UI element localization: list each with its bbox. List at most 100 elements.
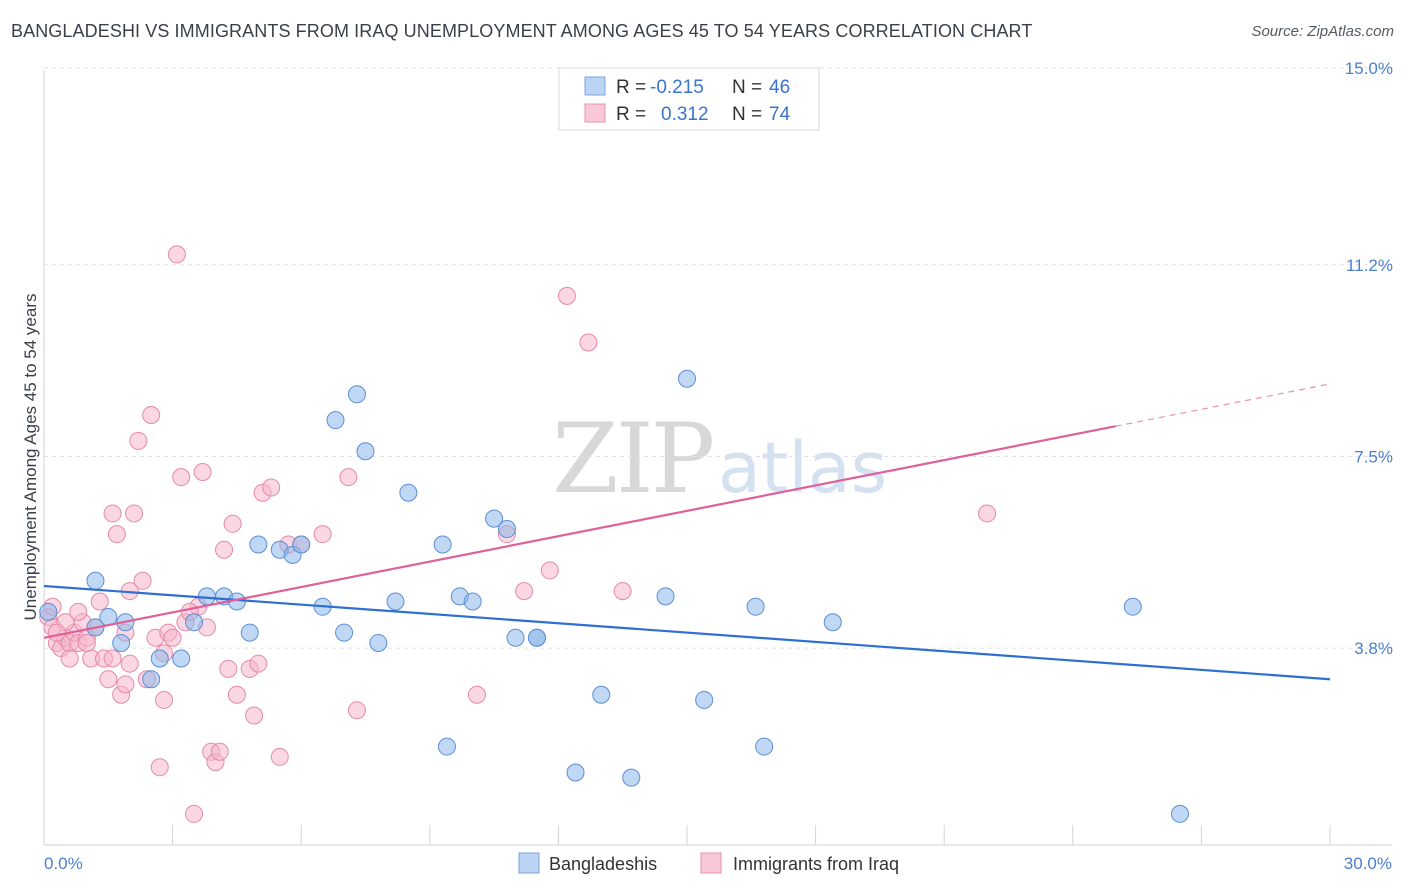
point-iraq [579, 333, 598, 352]
point-bangladeshis [292, 535, 311, 554]
y-tick-label: 15.0% [1345, 59, 1393, 78]
point-bangladeshis [755, 737, 774, 756]
point-bangladeshis [746, 597, 765, 616]
point-iraq [167, 245, 186, 264]
point-iraq [172, 468, 191, 487]
point-bangladeshis [1123, 597, 1142, 616]
point-bangladeshis [656, 587, 675, 606]
point-bangladeshis [485, 509, 504, 528]
point-bangladeshis [463, 592, 482, 611]
point-iraq [515, 582, 534, 601]
point-iraq [69, 602, 88, 621]
source-credit: Source: ZipAtlas.com [1251, 23, 1394, 40]
point-bangladeshis [437, 737, 456, 756]
legend-bottom: Bangladeshis Immigrants from Iraq [518, 852, 899, 874]
y-tick-label: 3.8% [1354, 639, 1393, 658]
y-tick-label: 7.5% [1354, 447, 1393, 466]
watermark-zip: ZIP [552, 403, 713, 515]
legend-n-value-2: 74 [769, 104, 791, 125]
legend-top: R = -0.215 N = 46 R = 0.312 N = 74 [558, 67, 820, 131]
point-iraq [133, 571, 152, 590]
point-iraq [129, 431, 148, 450]
point-bangladeshis [150, 649, 169, 668]
point-iraq [313, 525, 332, 544]
point-bangladeshis [185, 613, 204, 632]
point-iraq [90, 592, 109, 611]
point-iraq [103, 649, 122, 668]
points-bangladeshis [39, 369, 1189, 823]
point-bangladeshis [142, 670, 161, 689]
legend-n-value-1: 46 [769, 77, 790, 98]
point-iraq [347, 701, 366, 720]
point-bangladeshis [172, 649, 191, 668]
point-bangladeshis [566, 763, 585, 782]
trendline-iraq [43, 425, 1116, 639]
legend-r-value-2: 0.312 [661, 104, 709, 125]
point-bangladeshis [506, 628, 525, 647]
legend-bottom-swatch-iraq [700, 852, 722, 874]
point-bangladeshis [369, 633, 388, 652]
legend-n-label-1: N = [732, 77, 762, 98]
gridlines [44, 67, 1392, 649]
point-iraq [467, 685, 486, 704]
point-bangladeshis [347, 385, 366, 404]
point-iraq [210, 742, 229, 761]
x-tick-label-max: 30.0% [1344, 854, 1392, 873]
point-bangladeshis [386, 592, 405, 611]
x-axis-ticks [43, 825, 1331, 845]
legend-r-label-2: R = [616, 104, 646, 125]
point-iraq [77, 633, 96, 652]
point-iraq [163, 628, 182, 647]
point-bangladeshis [1170, 804, 1189, 823]
legend-swatch-iraq [584, 103, 606, 123]
point-bangladeshis [592, 685, 611, 704]
point-bangladeshis [240, 623, 259, 642]
trendline-bangladeshis [43, 584, 1331, 681]
point-iraq [47, 623, 66, 642]
point-iraq [150, 758, 169, 777]
point-iraq [613, 582, 632, 601]
point-iraq [120, 654, 139, 673]
y-axis-label: Unemployment Among Ages 45 to 54 years [21, 294, 40, 621]
trendline-iraq-extension [1115, 383, 1331, 427]
point-bangladeshis [622, 768, 641, 787]
point-iraq [339, 468, 358, 487]
point-iraq [262, 478, 281, 497]
point-bangladeshis [695, 690, 714, 709]
point-iraq [223, 514, 242, 533]
point-iraq [978, 504, 997, 523]
point-iraq [142, 406, 161, 425]
point-bangladeshis [112, 633, 131, 652]
point-iraq [125, 504, 144, 523]
point-iraq [99, 670, 118, 689]
legend-r-label-1: R = [616, 77, 646, 98]
trend-lines [43, 383, 1331, 681]
point-iraq [540, 561, 559, 580]
legend-bottom-label-iraq: Immigrants from Iraq [733, 854, 899, 874]
legend-bottom-swatch-bangladeshis [518, 852, 540, 874]
point-iraq [557, 286, 576, 305]
x-tick-label-min: 0.0% [44, 854, 83, 873]
watermark-atlas: atlas [718, 427, 887, 509]
point-iraq [103, 504, 122, 523]
point-bangladeshis [39, 602, 58, 621]
legend-r-value-1: -0.215 [650, 77, 704, 98]
point-bangladeshis [678, 369, 696, 388]
point-iraq [249, 654, 268, 673]
point-iraq [116, 675, 135, 694]
chart-title: BANGLADESHI VS IMMIGRANTS FROM IRAQ UNEM… [11, 21, 1033, 41]
point-bangladeshis [86, 571, 105, 590]
point-bangladeshis [249, 535, 268, 554]
point-iraq [245, 706, 264, 725]
y-tick-labels: 3.8% 7.5% 11.2% 15.0% [1345, 59, 1393, 658]
point-iraq [219, 659, 238, 678]
point-iraq [185, 804, 204, 823]
point-bangladeshis [527, 628, 546, 647]
point-bangladeshis [335, 623, 354, 642]
point-iraq [270, 747, 289, 766]
point-bangladeshis [823, 613, 842, 632]
point-bangladeshis [399, 483, 418, 502]
point-iraq [227, 685, 246, 704]
point-iraq [60, 649, 79, 668]
